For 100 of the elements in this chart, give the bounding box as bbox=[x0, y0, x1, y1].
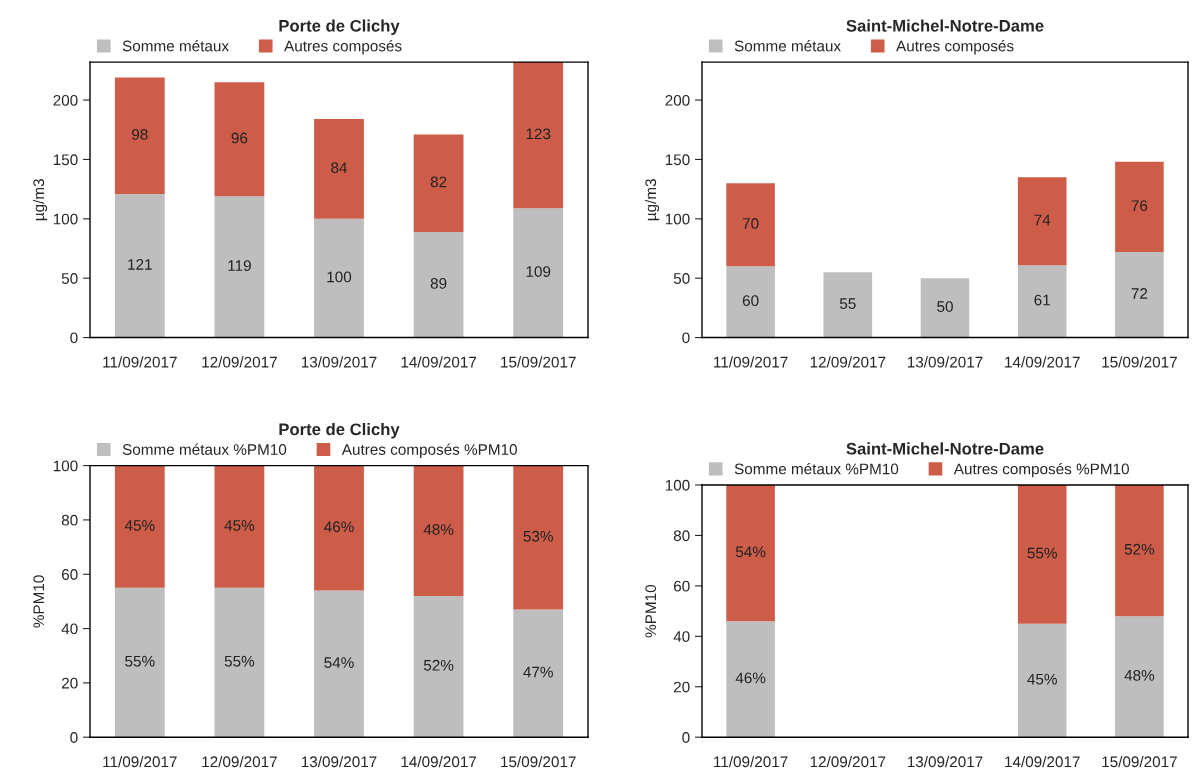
data-label: 89 bbox=[430, 278, 447, 289]
data-label: 72 bbox=[1131, 288, 1148, 299]
y-tick-label: 50 bbox=[673, 273, 690, 284]
y-tick-label: 80 bbox=[673, 530, 690, 542]
bar bbox=[214, 465, 265, 588]
data-label: 98 bbox=[132, 128, 148, 140]
bar bbox=[1017, 265, 1067, 338]
data-label: 47% bbox=[523, 666, 553, 678]
bar bbox=[513, 465, 564, 610]
data-label: 121 bbox=[128, 259, 152, 270]
y-tick-label: 100 bbox=[53, 213, 78, 225]
y-axis-title: %PM10 bbox=[33, 575, 45, 628]
data-label: 119 bbox=[228, 260, 251, 272]
y-tick-label: 100 bbox=[665, 479, 690, 491]
data-label: 61 bbox=[1034, 294, 1050, 306]
data-label: 45% bbox=[124, 520, 155, 531]
legend-label: Autres composés %PM10 bbox=[341, 443, 517, 458]
y-axis-title: µg/m3 bbox=[32, 179, 48, 221]
x-tick-label: 11/09/2017 bbox=[103, 356, 177, 368]
x-tick-label: 15/09/2017 bbox=[501, 356, 576, 368]
data-label: 60 bbox=[742, 295, 759, 307]
y-tick-label: 100 bbox=[53, 460, 78, 472]
legend-label: Somme métaux bbox=[122, 40, 229, 52]
x-tick-label: 13/09/2017 bbox=[907, 356, 983, 368]
data-label: 96 bbox=[231, 132, 248, 144]
bar bbox=[413, 231, 464, 338]
y-tick-label: 40 bbox=[61, 623, 78, 635]
data-label: 52% bbox=[423, 659, 454, 671]
data-label: 45% bbox=[224, 520, 255, 531]
chart-title: Porte de Clichy bbox=[279, 422, 400, 439]
bar bbox=[1115, 252, 1164, 338]
y-tick-label: 0 bbox=[70, 732, 78, 743]
data-label: 54% bbox=[324, 657, 354, 668]
x-tick-label: 11/09/2017 bbox=[103, 755, 177, 768]
bar bbox=[114, 193, 165, 338]
legend-label: Autres composés bbox=[896, 40, 1014, 55]
data-label: 54% bbox=[735, 546, 766, 558]
data-label: 84 bbox=[331, 162, 348, 174]
bar bbox=[513, 609, 564, 738]
y-tick-label: 150 bbox=[665, 154, 690, 166]
data-label: 46% bbox=[324, 521, 354, 533]
bar bbox=[920, 278, 970, 338]
bar bbox=[1017, 623, 1067, 738]
x-tick-label: 12/09/2017 bbox=[202, 356, 277, 368]
y-tick-label: 0 bbox=[70, 332, 78, 344]
y-tick-label: 200 bbox=[665, 94, 690, 106]
x-tick-label: 15/09/2017 bbox=[1102, 356, 1177, 368]
bar bbox=[1115, 616, 1164, 738]
x-tick-label: 12/09/2017 bbox=[202, 755, 277, 768]
bar bbox=[413, 595, 464, 738]
y-tick-label: 0 bbox=[682, 332, 690, 344]
data-label: 48% bbox=[423, 524, 454, 535]
data-label: 46% bbox=[735, 672, 766, 684]
x-tick-label: 14/09/2017 bbox=[401, 356, 477, 368]
data-label: 76 bbox=[1131, 200, 1148, 212]
x-tick-label: 11/09/2017 bbox=[714, 755, 788, 768]
data-label: 70 bbox=[742, 218, 759, 229]
x-tick-label: 13/09/2017 bbox=[301, 356, 377, 368]
data-label: 48% bbox=[1124, 669, 1155, 681]
x-tick-label: 15/09/2017 bbox=[501, 755, 576, 768]
y-tick-label: 50 bbox=[61, 273, 78, 284]
bar bbox=[314, 465, 364, 591]
bar bbox=[1115, 485, 1164, 617]
bar bbox=[1017, 485, 1067, 624]
y-tick-label: 80 bbox=[61, 514, 78, 526]
y-tick-label: 60 bbox=[61, 569, 78, 580]
bar bbox=[726, 183, 775, 267]
legend-label: Somme métaux bbox=[734, 40, 841, 52]
legend-label: Somme métaux %PM10 bbox=[122, 443, 287, 455]
y-tick-label: 200 bbox=[53, 94, 78, 106]
bar bbox=[726, 485, 775, 622]
x-tick-label: 14/09/2017 bbox=[1005, 356, 1080, 368]
x-tick-label: 14/09/2017 bbox=[401, 755, 477, 768]
bar bbox=[1017, 177, 1067, 266]
bar bbox=[214, 82, 265, 197]
data-label: 55 bbox=[839, 298, 856, 310]
data-label: 45% bbox=[1027, 673, 1057, 685]
y-tick-label: 150 bbox=[53, 154, 78, 166]
bar bbox=[513, 208, 564, 338]
x-tick-label: 12/09/2017 bbox=[810, 356, 886, 368]
bar bbox=[214, 587, 265, 738]
data-label: 109 bbox=[526, 266, 551, 277]
legend-label: Autres composés bbox=[284, 40, 402, 55]
data-label: 53% bbox=[523, 530, 553, 542]
data-label: 52% bbox=[1124, 543, 1155, 555]
x-tick-label: 13/09/2017 bbox=[301, 755, 377, 768]
bar bbox=[726, 621, 775, 738]
data-label: 55% bbox=[125, 655, 155, 667]
bar bbox=[726, 266, 775, 338]
chart-title: Porte de Clichy bbox=[279, 19, 400, 35]
chart-title: Saint-Michel-Notre-Dame bbox=[846, 19, 1044, 32]
bar bbox=[114, 465, 165, 588]
data-label: 82 bbox=[430, 176, 447, 188]
data-label: 74 bbox=[1034, 214, 1051, 226]
x-tick-label: 11/09/2017 bbox=[714, 356, 788, 368]
bar bbox=[823, 272, 873, 338]
x-tick-label: 13/09/2017 bbox=[907, 755, 983, 768]
bar bbox=[314, 218, 364, 338]
bar bbox=[314, 590, 364, 738]
data-label: 123 bbox=[526, 128, 551, 140]
